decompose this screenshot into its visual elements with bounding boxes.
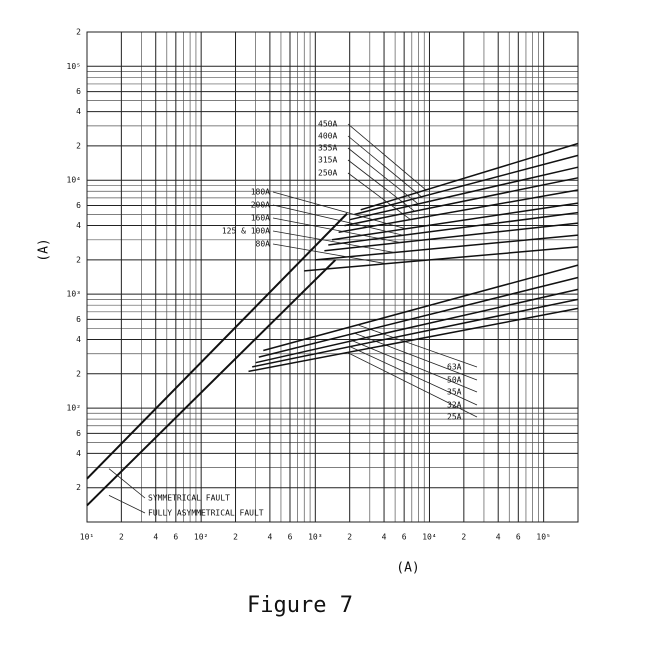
x-tick-label: 2 — [119, 533, 124, 542]
y-tick-label: 2 — [76, 141, 81, 150]
x-tick-label: 6 — [516, 533, 521, 542]
leader-line — [352, 340, 478, 393]
y-tick-label: 4 — [76, 335, 81, 344]
leader-line — [347, 123, 427, 191]
curve — [86, 259, 337, 507]
x-tick-label: 4 — [382, 533, 387, 542]
x-tick-label: 4 — [496, 533, 501, 542]
leader-line — [354, 332, 478, 381]
curve-label: 32A — [447, 401, 462, 410]
y-tick-label: 2 — [76, 28, 81, 37]
curve-label: 35A — [447, 388, 462, 397]
curve-label: 180A — [251, 188, 270, 197]
y-tick-label: 2 — [76, 483, 81, 492]
leader-line — [272, 217, 401, 243]
curve-label: 80A — [256, 240, 271, 249]
curve-label: 25A — [447, 413, 462, 422]
curve — [324, 222, 579, 252]
y-tick-label: 4 — [76, 449, 81, 458]
leader-line — [272, 204, 404, 236]
curve — [331, 202, 579, 241]
curve-label: 63A — [447, 363, 462, 372]
curve — [328, 211, 579, 246]
curve-label: 125 & 100A — [222, 227, 270, 236]
leader-line — [272, 243, 387, 265]
curve — [349, 166, 579, 221]
x-tick-label: 10⁴ — [422, 533, 436, 542]
curve-label: 400A — [318, 132, 337, 141]
x-tick-label: 10¹ — [80, 533, 94, 542]
y-tick-label: 6 — [76, 87, 81, 96]
x-tick-label: 10³ — [308, 533, 322, 542]
y-tick-label: 6 — [76, 315, 81, 324]
curve-label: SYMMETRICAL FAULT — [148, 494, 230, 503]
curve — [315, 234, 579, 261]
curve-label: FULLY ASYMMETRICAL FAULT — [148, 509, 264, 518]
curve — [248, 307, 579, 373]
curve — [258, 276, 579, 358]
leader-line — [108, 494, 146, 514]
leader-line — [347, 159, 415, 212]
y-tick-label: 4 — [76, 107, 81, 116]
leader-line — [272, 230, 395, 253]
x-tick-label: 4 — [267, 533, 272, 542]
x-tick-label: 2 — [461, 533, 466, 542]
curve-label: 450A — [318, 120, 337, 129]
curve-label: 200A — [251, 201, 270, 210]
curve — [344, 177, 579, 227]
leader-line — [357, 324, 478, 368]
curve-label: 315A — [318, 156, 337, 165]
curve — [263, 264, 579, 352]
x-tick-label: 6 — [173, 533, 178, 542]
curve — [304, 246, 579, 272]
curve — [338, 189, 579, 233]
x-tick-label: 10² — [194, 533, 208, 542]
y-tick-label: 6 — [76, 429, 81, 438]
curve-label: 160A — [251, 214, 270, 223]
x-tick-label: 2 — [233, 533, 238, 542]
leader-line — [347, 352, 478, 418]
x-tick-label: 6 — [288, 533, 293, 542]
leader-line — [347, 147, 419, 205]
x-tick-label: 10⁵ — [536, 533, 550, 542]
x-tick-label: 6 — [402, 533, 407, 542]
x-tick-label: 2 — [347, 533, 352, 542]
curve — [354, 154, 579, 216]
y-axis-label: (A) — [37, 238, 52, 261]
leader-line — [272, 191, 406, 230]
curve — [360, 142, 579, 211]
curve — [252, 298, 579, 368]
x-tick-label: 4 — [153, 533, 158, 542]
curve-label: 50A — [447, 376, 462, 385]
y-tick-label: 4 — [76, 221, 81, 230]
x-axis-label: (A) — [396, 561, 419, 576]
y-tick-label: 2 — [76, 369, 81, 378]
curve — [86, 212, 348, 480]
leader-line — [108, 468, 146, 499]
y-tick-label: 10² — [67, 404, 81, 413]
leader-line — [349, 346, 478, 406]
caption: Figure 7 — [247, 593, 353, 618]
curve-label: 250A — [318, 169, 337, 178]
y-tick-label: 10⁵ — [67, 62, 81, 71]
curve — [255, 288, 579, 364]
y-tick-label: 10⁴ — [67, 176, 81, 185]
y-tick-label: 10³ — [67, 290, 81, 299]
leader-line — [347, 135, 422, 198]
curve-label: 355A — [318, 144, 337, 153]
y-tick-label: 2 — [76, 255, 81, 264]
y-tick-label: 6 — [76, 201, 81, 210]
leader-line — [347, 172, 411, 220]
plot-frame — [86, 31, 579, 523]
